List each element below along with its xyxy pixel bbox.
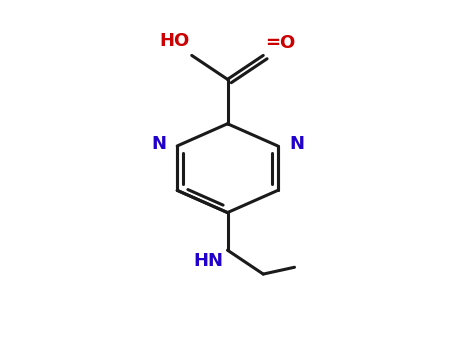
Text: HN: HN xyxy=(193,252,223,270)
Text: N: N xyxy=(151,135,166,153)
Text: =O: =O xyxy=(265,34,296,52)
Text: HO: HO xyxy=(159,32,190,50)
Text: N: N xyxy=(289,135,304,153)
